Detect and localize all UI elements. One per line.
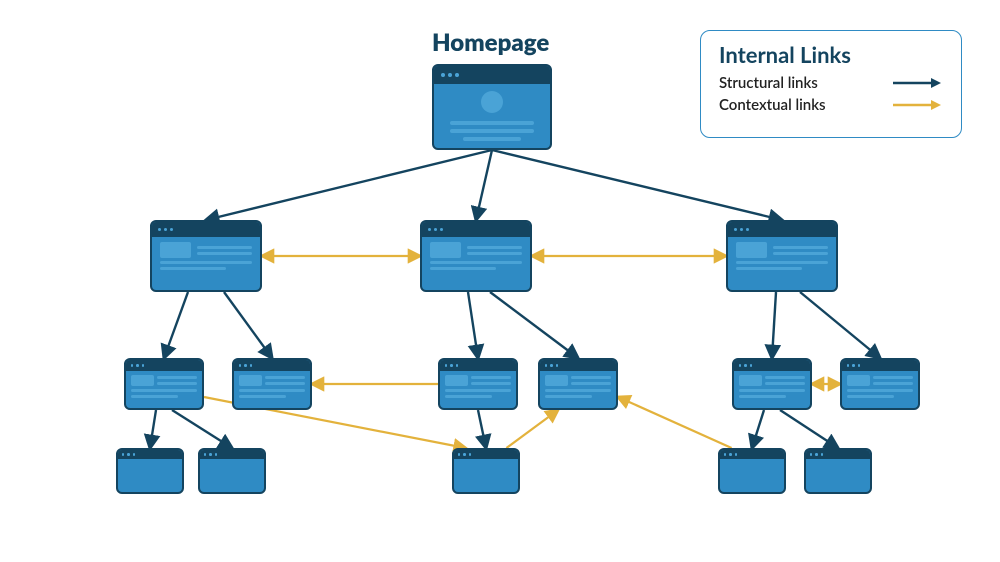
page-node-l4 xyxy=(718,448,786,494)
edge-g3-l3 xyxy=(478,410,486,448)
edge-c2-g3 xyxy=(468,292,478,358)
page-node-c1 xyxy=(150,220,262,292)
legend-row-contextual: Contextual links xyxy=(719,96,943,114)
edge-l4-g4 xyxy=(618,397,732,448)
page-node-l1 xyxy=(116,448,184,494)
page-node-g2 xyxy=(232,358,312,410)
edge-g5-l4 xyxy=(752,410,764,448)
legend-arrow-contextual xyxy=(891,97,943,113)
legend-label-structural: Structural links xyxy=(719,74,818,92)
page-node-g4 xyxy=(538,358,618,410)
edge-g1-l2 xyxy=(172,410,232,448)
edge-root-c3 xyxy=(492,150,782,220)
page-node-g1 xyxy=(124,358,204,410)
edge-l3-g4 xyxy=(506,410,558,448)
edge-c1-g1 xyxy=(164,292,188,358)
page-node-g5 xyxy=(732,358,812,410)
edge-root-c1 xyxy=(206,150,492,220)
edge-g5-l5 xyxy=(780,410,838,448)
edge-c1-g2 xyxy=(224,292,272,358)
page-node-l3 xyxy=(452,448,520,494)
edge-c3-g5 xyxy=(772,292,776,358)
page-node-c3 xyxy=(726,220,838,292)
legend-box: Internal Links Structural links Contextu… xyxy=(700,30,962,138)
edge-c2-g4 xyxy=(490,292,578,358)
legend-arrow-structural xyxy=(891,75,943,91)
page-node-root xyxy=(432,64,552,150)
diagram-title: Homepage xyxy=(432,28,549,57)
edge-c3-g6 xyxy=(800,292,880,358)
edge-g1-l1 xyxy=(150,410,156,448)
legend-row-structural: Structural links xyxy=(719,74,943,92)
page-node-c2 xyxy=(420,220,532,292)
page-node-g6 xyxy=(840,358,920,410)
page-node-g3 xyxy=(438,358,518,410)
legend-label-contextual: Contextual links xyxy=(719,96,826,114)
legend-title: Internal Links xyxy=(719,41,943,68)
page-node-l5 xyxy=(804,448,872,494)
page-node-l2 xyxy=(198,448,266,494)
edge-root-c2 xyxy=(476,150,492,220)
